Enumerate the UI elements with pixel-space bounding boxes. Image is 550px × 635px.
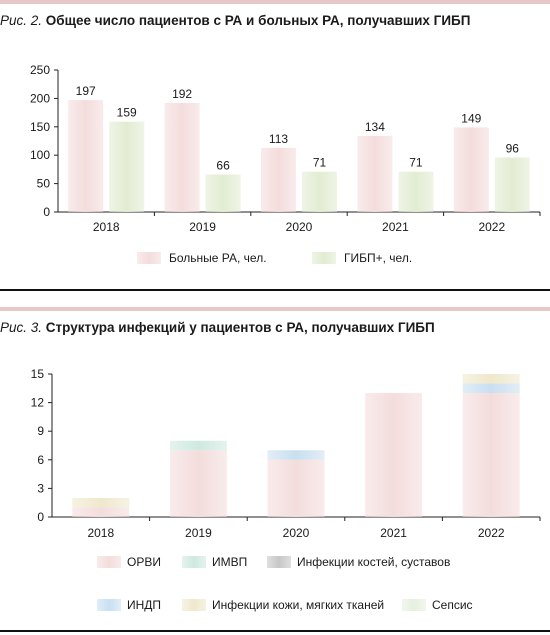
bar-segment bbox=[267, 450, 325, 460]
bar-segment bbox=[365, 393, 423, 517]
y-tick-label: 150 bbox=[30, 120, 50, 134]
legend-label: ГИБП+, чел. bbox=[344, 251, 412, 265]
legend-swatch bbox=[97, 599, 121, 611]
bar-patients bbox=[261, 147, 296, 212]
bar-gibp bbox=[494, 157, 530, 212]
legend-swatch bbox=[182, 599, 206, 611]
bar-gibp bbox=[109, 121, 145, 212]
y-tick-label: 250 bbox=[30, 63, 50, 77]
y-tick-label: 12 bbox=[31, 396, 45, 410]
bar-gibp bbox=[398, 171, 434, 212]
legend-label: ОРВИ bbox=[127, 555, 161, 569]
bar-segment bbox=[267, 459, 325, 517]
legend-label: Больные РА, чел. bbox=[169, 251, 267, 265]
chart-fig2: 0 50 100 150 200 250 197 159 2018 192 66 2019 113 71 2… bbox=[30, 63, 541, 265]
bottom-rule-fig2 bbox=[0, 289, 550, 291]
data-label: 71 bbox=[409, 156, 423, 170]
x-tick-label: 2021 bbox=[382, 220, 409, 234]
x-tick-label: 2021 bbox=[380, 526, 407, 540]
fig3-title-text: Структура инфекций у пациентов с РА, пол… bbox=[45, 320, 435, 335]
bar-segment bbox=[72, 507, 130, 517]
y-tick-label: 0 bbox=[37, 510, 44, 524]
data-label: 159 bbox=[117, 106, 137, 120]
bar-segment bbox=[462, 374, 520, 384]
bottom-rule-fig3 bbox=[0, 630, 550, 632]
top-rule-fig2 bbox=[0, 0, 550, 4]
bar-segment bbox=[462, 383, 520, 394]
bar-segment bbox=[169, 440, 227, 451]
legend-label: ИНДП bbox=[127, 598, 161, 612]
bar-segment bbox=[72, 497, 130, 508]
fig3-label: Рис. 3. bbox=[0, 320, 43, 335]
y-tick-label: 15 bbox=[31, 367, 45, 381]
x-tick-label: 2018 bbox=[87, 526, 114, 540]
legend-swatch bbox=[182, 556, 206, 568]
y-tick-label: 100 bbox=[30, 148, 50, 162]
x-tick-label: 2022 bbox=[478, 220, 505, 234]
bar-patients bbox=[357, 135, 393, 212]
legend-swatch bbox=[97, 556, 121, 568]
bar-patients bbox=[164, 102, 200, 212]
bar-gibp bbox=[205, 174, 241, 212]
legend-swatch bbox=[267, 556, 291, 568]
y-tick-label: 9 bbox=[37, 424, 44, 438]
bar-segment bbox=[169, 450, 227, 517]
x-tick-label: 2020 bbox=[286, 220, 313, 234]
x-tick-label: 2022 bbox=[478, 526, 505, 540]
legend-swatch bbox=[402, 599, 426, 611]
y-tick-label: 6 bbox=[37, 453, 44, 467]
legend-label: Инфекции кожи, мягких тканей bbox=[212, 598, 384, 612]
data-label: 96 bbox=[506, 141, 520, 155]
fig2-label: Рис. 2. bbox=[0, 13, 43, 28]
x-tick-label: 2019 bbox=[189, 220, 216, 234]
x-tick-label: 2019 bbox=[185, 526, 212, 540]
legend-label: Сепсис bbox=[432, 598, 473, 612]
bar-gibp bbox=[302, 171, 337, 212]
legend-swatch bbox=[312, 252, 336, 264]
legend-label: Инфекции костей, суставов bbox=[297, 555, 450, 569]
data-label: 192 bbox=[172, 87, 192, 101]
x-tick-label: 2020 bbox=[283, 526, 310, 540]
fig2-title-text: Общее число пациентов с РА и больных РА,… bbox=[45, 13, 471, 28]
y-tick-label: 0 bbox=[43, 205, 50, 219]
x-tick-label: 2018 bbox=[93, 220, 120, 234]
y-tick-label: 50 bbox=[37, 177, 51, 191]
legend-label: ИМВП bbox=[212, 555, 247, 569]
data-label: 66 bbox=[216, 159, 230, 173]
data-label: 113 bbox=[269, 132, 288, 146]
top-rule-fig3 bbox=[0, 307, 550, 311]
data-label: 71 bbox=[313, 156, 327, 170]
data-label: 134 bbox=[365, 120, 385, 134]
legend-swatch bbox=[137, 252, 161, 264]
y-tick-label: 200 bbox=[30, 91, 50, 105]
y-tick-label: 3 bbox=[37, 481, 44, 495]
fig2-title: Рис. 2. Общее число пациентов с РА и бол… bbox=[0, 13, 470, 28]
bar-patients bbox=[453, 127, 489, 212]
bar-segment bbox=[462, 393, 520, 517]
data-label: 149 bbox=[461, 111, 481, 125]
data-label: 197 bbox=[76, 84, 96, 98]
fig3-title: Рис. 3. Структура инфекций у пациентов с… bbox=[0, 320, 435, 335]
bar-patients bbox=[68, 100, 104, 212]
